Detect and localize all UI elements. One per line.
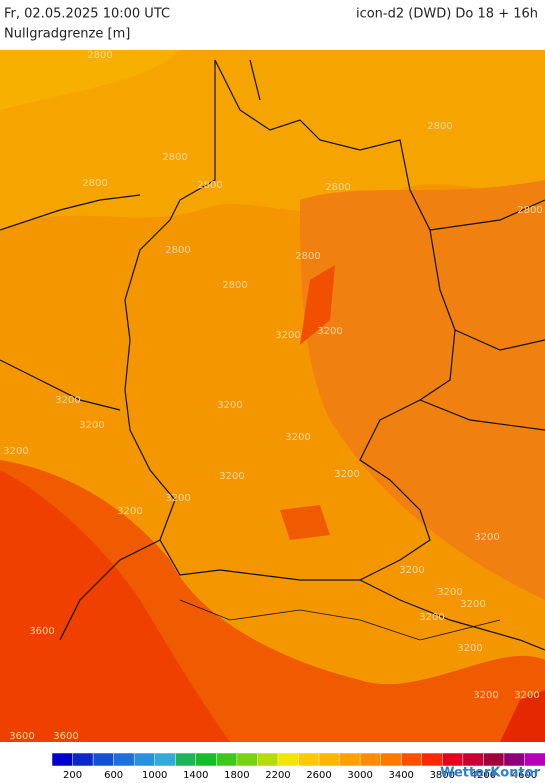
colorbar-tick-label: 3400 xyxy=(388,770,413,781)
colorbar-tick-label: 4600 xyxy=(512,770,537,781)
colorbar-tick-label: 4200 xyxy=(471,770,496,781)
colorbar-segment xyxy=(154,752,176,767)
colorbar-segment xyxy=(113,752,135,767)
colorbar-tick-label: 1400 xyxy=(183,770,208,781)
contour-label: 3600 xyxy=(29,626,54,637)
colorbar-segment xyxy=(216,752,238,767)
colorbar-tick-label: 2600 xyxy=(306,770,331,781)
colorbar-segment xyxy=(483,752,505,767)
colorbar-segment xyxy=(359,752,382,767)
colorbar-segment xyxy=(72,752,94,767)
contour-label: 2800 xyxy=(162,152,187,163)
colorbar-segment xyxy=(92,752,115,767)
colorbar-segment xyxy=(257,752,279,767)
colorbar-segment xyxy=(421,752,444,767)
contour-label: 3200 xyxy=(275,330,300,341)
colorbar-tick-label: 1000 xyxy=(142,770,167,781)
contour-label: 3200 xyxy=(219,471,244,482)
contour-label: 3200 xyxy=(317,326,342,337)
map xyxy=(0,50,545,742)
contour-label: 3200 xyxy=(217,400,242,411)
logo: WetterKontor xyxy=(440,766,541,781)
header-right: icon-d2 (DWD) Do 18 + 16h xyxy=(356,7,538,22)
contour-label: 3600 xyxy=(9,731,34,742)
contour-label: 3200 xyxy=(514,690,539,701)
contour-label: 3200 xyxy=(457,643,482,654)
contour-label: 3200 xyxy=(437,587,462,598)
colorbar-segment xyxy=(51,752,74,767)
contour-label: 3200 xyxy=(399,565,424,576)
colorbar-tick-label: 3800 xyxy=(430,770,455,781)
contour-label: 2800 xyxy=(87,50,112,61)
colorbar-segment xyxy=(277,752,300,767)
contour-label: 2800 xyxy=(82,178,107,189)
colorbar-tick-label: 1800 xyxy=(224,770,249,781)
contour-label: 2800 xyxy=(427,121,452,132)
contour-label: 3200 xyxy=(285,432,310,443)
subtitle: Nullgradgrenze [m] xyxy=(4,27,130,42)
colorbar-segment xyxy=(175,752,197,767)
colorbar-segment xyxy=(318,752,341,767)
contour-label: 3200 xyxy=(460,599,485,610)
contour-label: 2800 xyxy=(295,251,320,262)
colorbar-segment xyxy=(236,752,259,767)
contour-label: 2800 xyxy=(165,245,190,256)
header-left: Fr, 02.05.2025 10:00 UTC xyxy=(4,7,170,22)
colorbar-segment xyxy=(400,752,423,767)
contour-label: 3200 xyxy=(473,690,498,701)
contour-label: 3200 xyxy=(334,469,359,480)
colorbar-segment xyxy=(380,752,402,767)
colorbar-segment xyxy=(298,752,320,767)
contour-label: 3200 xyxy=(419,612,444,623)
contour-label: 2800 xyxy=(325,182,350,193)
contour-label: 3200 xyxy=(117,506,142,517)
contour-label: 2800 xyxy=(517,205,542,216)
colorbar-segment xyxy=(462,752,485,767)
colorbar-segment xyxy=(503,752,526,767)
colorbar-tick-label: 2200 xyxy=(265,770,290,781)
colorbar-segment xyxy=(442,752,464,767)
colorbar-tick-label: 600 xyxy=(104,770,123,781)
contour-label: 3200 xyxy=(55,395,80,406)
colorbar-tick-label: 200 xyxy=(63,770,82,781)
contour-label: 3200 xyxy=(474,532,499,543)
colorbar-tick-label: 3000 xyxy=(347,770,372,781)
contour-label: 3200 xyxy=(79,420,104,431)
contour-label: 2800 xyxy=(222,280,247,291)
contour-label: 3200 xyxy=(3,446,28,457)
colorbar-segment xyxy=(195,752,218,767)
contour-label: 2800 xyxy=(197,180,222,191)
contour-label: 3200 xyxy=(165,493,190,504)
colorbar-segment xyxy=(133,752,156,767)
colorbar-segment xyxy=(339,752,361,767)
colorbar-segment xyxy=(524,752,545,767)
contour-label: 3600 xyxy=(53,731,78,742)
